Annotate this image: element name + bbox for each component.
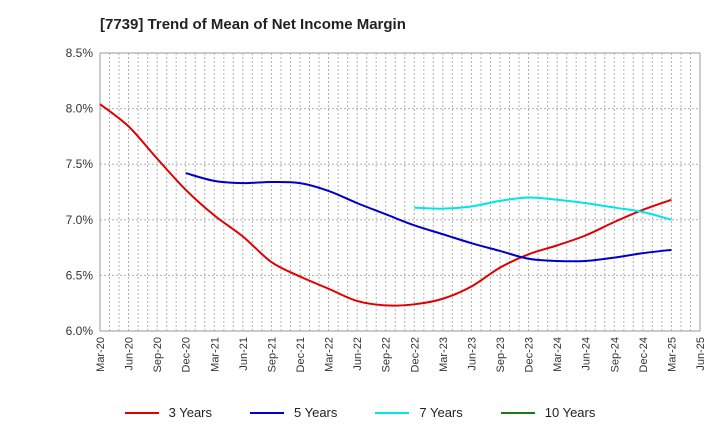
y-tick-label: 8.5%	[66, 46, 94, 60]
x-tick-label: Mar-21	[209, 337, 221, 372]
chart-title: [7739] Trend of Mean of Net Income Margi…	[100, 16, 406, 33]
x-tick-label: Mar-25	[666, 337, 678, 372]
series-group	[99, 103, 672, 307]
legend-swatch	[250, 411, 284, 414]
x-tick-label: Jun-22	[352, 337, 364, 371]
x-tick-label: Mar-22	[324, 337, 336, 372]
x-tick-label: Jun-21	[238, 337, 250, 371]
x-tick-label: Jun-24	[581, 337, 593, 371]
legend-swatch	[375, 411, 410, 414]
legend-swatch	[500, 411, 535, 414]
x-tick-label: Dec-24	[638, 337, 650, 372]
y-tick-label: 8.0%	[66, 102, 94, 116]
legend-item: 5 Years	[250, 405, 337, 420]
legend-item: 7 Years	[375, 405, 463, 420]
y-tick-label: 7.5%	[66, 157, 94, 171]
legend-item: 3 Years	[124, 405, 212, 420]
x-tick-label: Sep-20	[152, 337, 164, 372]
legend: 3 Years 5 Years 7 Years 10 Years	[0, 405, 720, 420]
x-tick-label: Sep-21	[266, 337, 278, 372]
x-tick-label: Dec-23	[524, 337, 536, 372]
x-tick-label: Dec-20	[181, 337, 193, 372]
x-tick-label: Sep-23	[495, 337, 507, 372]
y-tick-label: 6.0%	[66, 324, 94, 338]
series-line-3-years	[99, 103, 672, 307]
y-tick-label: 7.0%	[66, 213, 94, 227]
x-tick-label: Mar-24	[552, 337, 564, 372]
legend-label: 10 Years	[544, 405, 596, 420]
x-tick-label: Sep-22	[381, 337, 393, 372]
x-tick-label: Jun-25	[695, 337, 707, 371]
legend-item: 10 Years	[500, 405, 596, 420]
legend-label: 7 Years	[419, 405, 463, 420]
x-tick-label: Mar-20	[95, 337, 107, 372]
x-tick-label: Dec-21	[295, 337, 307, 372]
y-tick-label: 6.5%	[66, 268, 94, 282]
x-tick-label: Sep-24	[609, 337, 621, 372]
x-tick-label: Mar-23	[438, 337, 450, 372]
legend-swatch	[124, 411, 159, 414]
plot-area	[99, 52, 701, 332]
series-line-7-years	[414, 196, 672, 221]
axes: 6.0% 6.5% 7.0% 7.5% 8.0% 8.5% Mar-20 Jun-20 Sep-…	[66, 46, 707, 372]
x-tick-label: Dec-22	[409, 337, 421, 372]
legend-label: 3 Years	[168, 405, 212, 420]
x-tick-label: Jun-20	[124, 337, 136, 371]
legend-label: 5 Years	[294, 405, 338, 420]
series-line-5-years	[185, 172, 672, 263]
x-tick-label: Jun-23	[466, 337, 478, 371]
